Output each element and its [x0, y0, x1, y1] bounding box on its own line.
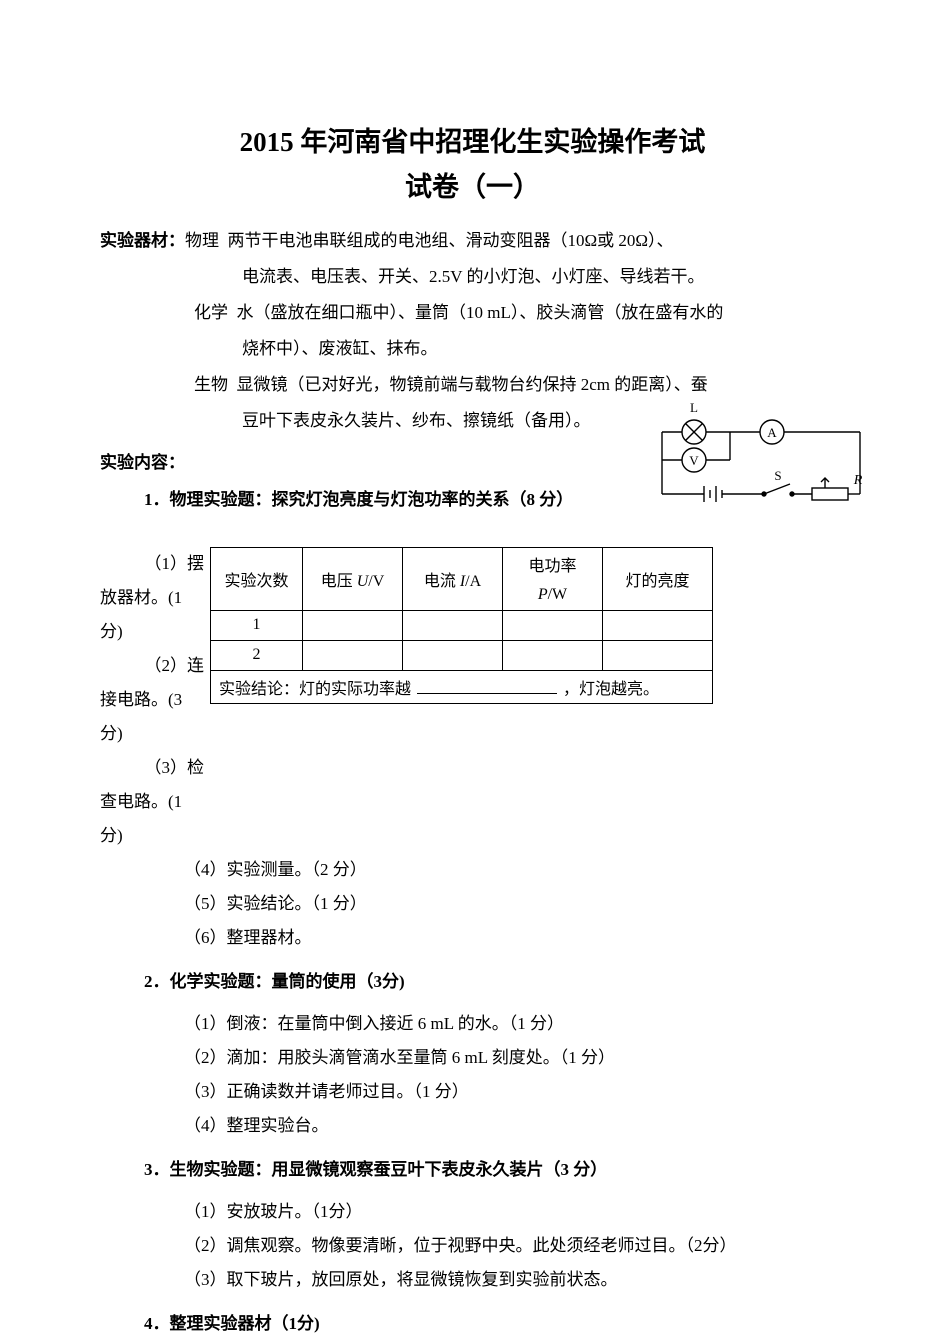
bio-s2: （2）调焦观察。物像要清晰，位于视野中央。此处须经老师过目。（2分）	[184, 1229, 845, 1263]
svg-text:S: S	[774, 468, 781, 483]
step1a: （1）摆	[100, 547, 204, 581]
table-row-1: 1	[211, 610, 713, 640]
physics-block: （1）摆 放器材。(1 分) （2）连 接电路。(3 分) （3）检 查电路。(…	[100, 547, 845, 853]
phys-line1: 两节干电池串联组成的电池组、滑动变阻器（10Ω或 20Ω）、	[228, 231, 674, 250]
cell-r1c3	[403, 610, 503, 640]
conclusion-text-b: ，灯泡越亮。	[563, 681, 659, 698]
table-header-row: 实验次数 电压 U/V 电流 I/A 电功率 灯的亮度	[211, 548, 713, 581]
cell-r2c1: 2	[211, 640, 303, 670]
step3a: （3）检	[100, 751, 204, 785]
cell-r1c1: 1	[211, 610, 303, 640]
physics-step4: （4）实验测量。（2 分）	[184, 853, 845, 887]
chem-line2: 烧杯中）、废液缸、抹布。	[242, 332, 845, 366]
physics-step5: （5）实验结论。（1 分）	[184, 887, 845, 921]
table-row-2: 2	[211, 640, 713, 670]
physics-table-wrap: 实验次数 电压 U/V 电流 I/A 电功率 灯的亮度 P/W 1	[210, 547, 713, 704]
svg-text:V: V	[689, 453, 699, 468]
cleanup-title: 4．整理实验器材（1分)	[144, 1307, 845, 1341]
step3b: 查电路。(1 分)	[100, 785, 204, 853]
conclusion-cell: 实验结论：灯的实际功率越 ，灯泡越亮。	[211, 670, 713, 703]
bio-label: 生物	[194, 375, 228, 394]
svg-text:R: R	[853, 473, 863, 488]
step2a: （2）连	[100, 649, 204, 683]
title-sub: 试卷（一）	[100, 165, 845, 204]
biology-title: 3．生物实验题：用显微镜观察蚕豆叶下表皮永久装片（3 分）	[144, 1153, 845, 1187]
chem-s4: （4）整理实验台。	[184, 1109, 845, 1143]
materials-line1: 实验器材：物理 两节干电池串联组成的电池组、滑动变阻器（10Ω或 20Ω）、	[100, 224, 845, 258]
cell-r2c2	[303, 640, 403, 670]
th-power-unit: P/W	[503, 580, 603, 610]
step1b: 放器材。(1 分)	[100, 581, 204, 649]
chemistry-title: 2．化学实验题：量筒的使用（3分)	[144, 965, 845, 999]
table-conclusion-row: 实验结论：灯的实际功率越 ，灯泡越亮。	[211, 670, 713, 703]
materials-bio: 生物 显微镜（已对好光，物镜前端与载物台约保持 2cm 的距离）、蚕	[194, 368, 845, 402]
circuit-diagram: L A V S R	[650, 402, 875, 512]
chem-label: 化学	[194, 303, 228, 322]
th-voltage: 电压 U/V	[303, 548, 403, 611]
cell-r1c5	[603, 610, 713, 640]
step2b: 接电路。(3 分)	[100, 683, 204, 751]
cell-r2c3	[403, 640, 503, 670]
materials-label: 实验器材：	[100, 231, 185, 250]
th-power: 电功率	[503, 548, 603, 581]
bio-line1: 显微镜（已对好光，物镜前端与载物台约保持 2cm 的距离）、蚕	[237, 375, 708, 394]
th-brightness: 灯的亮度	[603, 548, 713, 611]
bio-s1: （1）安放玻片。（1分）	[184, 1195, 845, 1229]
title-main: 2015 年河南省中招理化生实验操作考试	[100, 120, 845, 159]
chem-s3: （3）正确读数并请老师过目。（1 分）	[184, 1075, 845, 1109]
chem-s2: （2）滴加：用胶头滴管滴水至量筒 6 mL 刻度处。（1 分）	[184, 1041, 845, 1075]
phys-line2: 电流表、电压表、开关、2.5V 的小灯泡、小灯座、导线若干。	[242, 260, 845, 294]
chem-line1: 水（盛放在细口瓶中）、量筒（10 mL）、胶头滴管（放在盛有水的	[237, 303, 724, 322]
phys-label: 物理	[185, 231, 219, 250]
physics-step6: （6）整理器材。	[184, 921, 845, 955]
conclusion-blank	[417, 680, 557, 694]
cell-r1c4	[503, 610, 603, 640]
th-current: 电流 I/A	[403, 548, 503, 611]
svg-text:L: L	[690, 402, 698, 415]
conclusion-text-a: 实验结论：灯的实际功率越	[219, 681, 411, 698]
bio-s3: （3）取下玻片，放回原处，将显微镜恢复到实验前状态。	[184, 1263, 845, 1297]
cell-r2c4	[503, 640, 603, 670]
cell-r1c2	[303, 610, 403, 640]
physics-table: 实验次数 电压 U/V 电流 I/A 电功率 灯的亮度 P/W 1	[210, 547, 713, 704]
th-exp-count: 实验次数	[211, 548, 303, 611]
chem-s1: （1）倒液：在量筒中倒入接近 6 mL 的水。（1 分）	[184, 1007, 845, 1041]
cell-r2c5	[603, 640, 713, 670]
svg-text:A: A	[767, 425, 777, 440]
physics-steps-left: （1）摆 放器材。(1 分) （2）连 接电路。(3 分) （3）检 查电路。(…	[100, 547, 210, 853]
materials-chem: 化学 水（盛放在细口瓶中）、量筒（10 mL）、胶头滴管（放在盛有水的	[194, 296, 845, 330]
